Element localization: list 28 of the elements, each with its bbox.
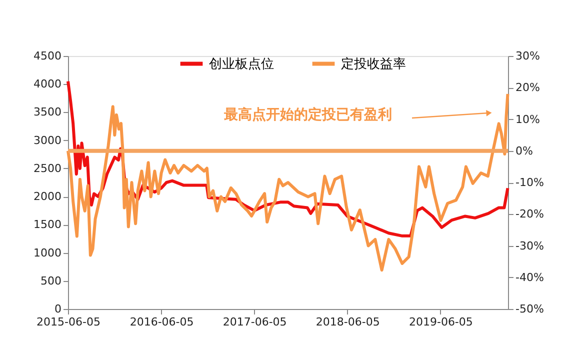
x-tick-label: 2018-06-05 bbox=[316, 316, 380, 328]
y-tick-label: 1000 bbox=[34, 246, 62, 260]
y-tick-label: 4000 bbox=[34, 78, 62, 91]
y2-tick-label: 0% bbox=[516, 144, 533, 158]
y-tick-label: 4500 bbox=[34, 50, 62, 62]
legend-label: 定投收益率 bbox=[341, 56, 406, 72]
line-series bbox=[66, 92, 510, 272]
y-tick-label: 500 bbox=[40, 274, 62, 288]
x-tick-label: 2019-06-05 bbox=[408, 316, 473, 328]
annotation: 最高点开始的定投已有盈利 bbox=[223, 106, 392, 123]
y-tick-label: 0 bbox=[54, 302, 62, 316]
y2-tick-label: -20% bbox=[516, 208, 544, 221]
y-tick-label: 3000 bbox=[34, 134, 62, 147]
y-tick-label: 2500 bbox=[34, 162, 62, 175]
y2-tick-label: 30% bbox=[516, 50, 540, 62]
y-tick-label: 2000 bbox=[34, 190, 62, 204]
x-tick-label: 2016-06-05 bbox=[130, 316, 194, 328]
y2-tick-label: -10% bbox=[516, 176, 544, 189]
x-tick-label: 2015-06-05 bbox=[36, 316, 100, 328]
y2-tick-label: -30% bbox=[516, 239, 544, 252]
y2-tick-label: -40% bbox=[516, 270, 544, 284]
y-tick-label: 3500 bbox=[34, 106, 62, 119]
y2-tick-label: -50% bbox=[516, 302, 544, 316]
y2-tick-label: 20% bbox=[516, 81, 540, 94]
x-tick-label: 2017-06-05 bbox=[222, 316, 287, 328]
y-tick-label: 1500 bbox=[34, 218, 62, 232]
legend-label: 创业板点位 bbox=[209, 56, 274, 72]
y2-tick-label: 10% bbox=[516, 112, 540, 126]
